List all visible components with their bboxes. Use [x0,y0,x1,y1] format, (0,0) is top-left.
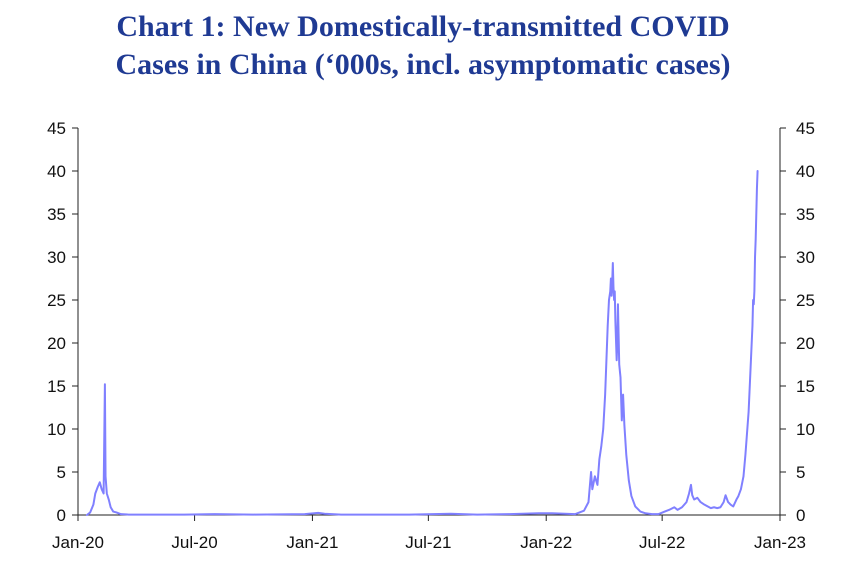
y-tick-label-left: 0 [57,506,66,525]
y-tick-label-right: 25 [796,291,815,310]
y-tick-label-left: 25 [47,291,66,310]
plot-area [85,170,759,516]
x-tick-label: Jan-22 [520,533,572,552]
chart-title-line-1: Chart 1: New Domestically-transmitted CO… [116,10,730,43]
y-tick-label-left: 15 [47,377,66,396]
x-tick-label: Jan-21 [286,533,338,552]
y-tick-label-right: 20 [796,334,815,353]
y-tick-label-right: 15 [796,377,815,396]
y-tick-label-right: 45 [796,119,815,138]
x-tick-label: Jan-20 [52,533,104,552]
chart-axes: 0 0 5 5 10 10 15 15 20 20 25 25 30 30 35 35 40 40 45 45 Jan-… [47,119,815,552]
x-tick-label: Jul-22 [639,533,685,552]
y-tick-label-right: 40 [796,162,815,181]
y-tick-label-left: 5 [57,463,66,482]
y-tick-label-right: 30 [796,248,815,267]
chart-title-line-2: Cases in China (‘000s, incl. asymptomati… [115,48,731,81]
y-tick-label-left: 20 [47,334,66,353]
chart-title: Chart 1: New Domestically-transmitted CO… [0,8,846,84]
y-tick-label-left: 40 [47,162,66,181]
x-tick-label: Jul-20 [171,533,217,552]
y-tick-label-right: 10 [796,420,815,439]
y-tick-label-left: 10 [47,420,66,439]
y-tick-label-right: 35 [796,205,815,224]
y-tick-label-right: 5 [796,463,805,482]
y-tick-label-left: 45 [47,119,66,138]
y-tick-label-left: 35 [47,205,66,224]
y-tick-label-right: 0 [796,506,805,525]
y-tick-label-left: 30 [47,248,66,267]
x-tick-label: Jul-21 [405,533,451,552]
series-line [85,170,759,516]
x-tick-label: Jan-23 [754,533,806,552]
